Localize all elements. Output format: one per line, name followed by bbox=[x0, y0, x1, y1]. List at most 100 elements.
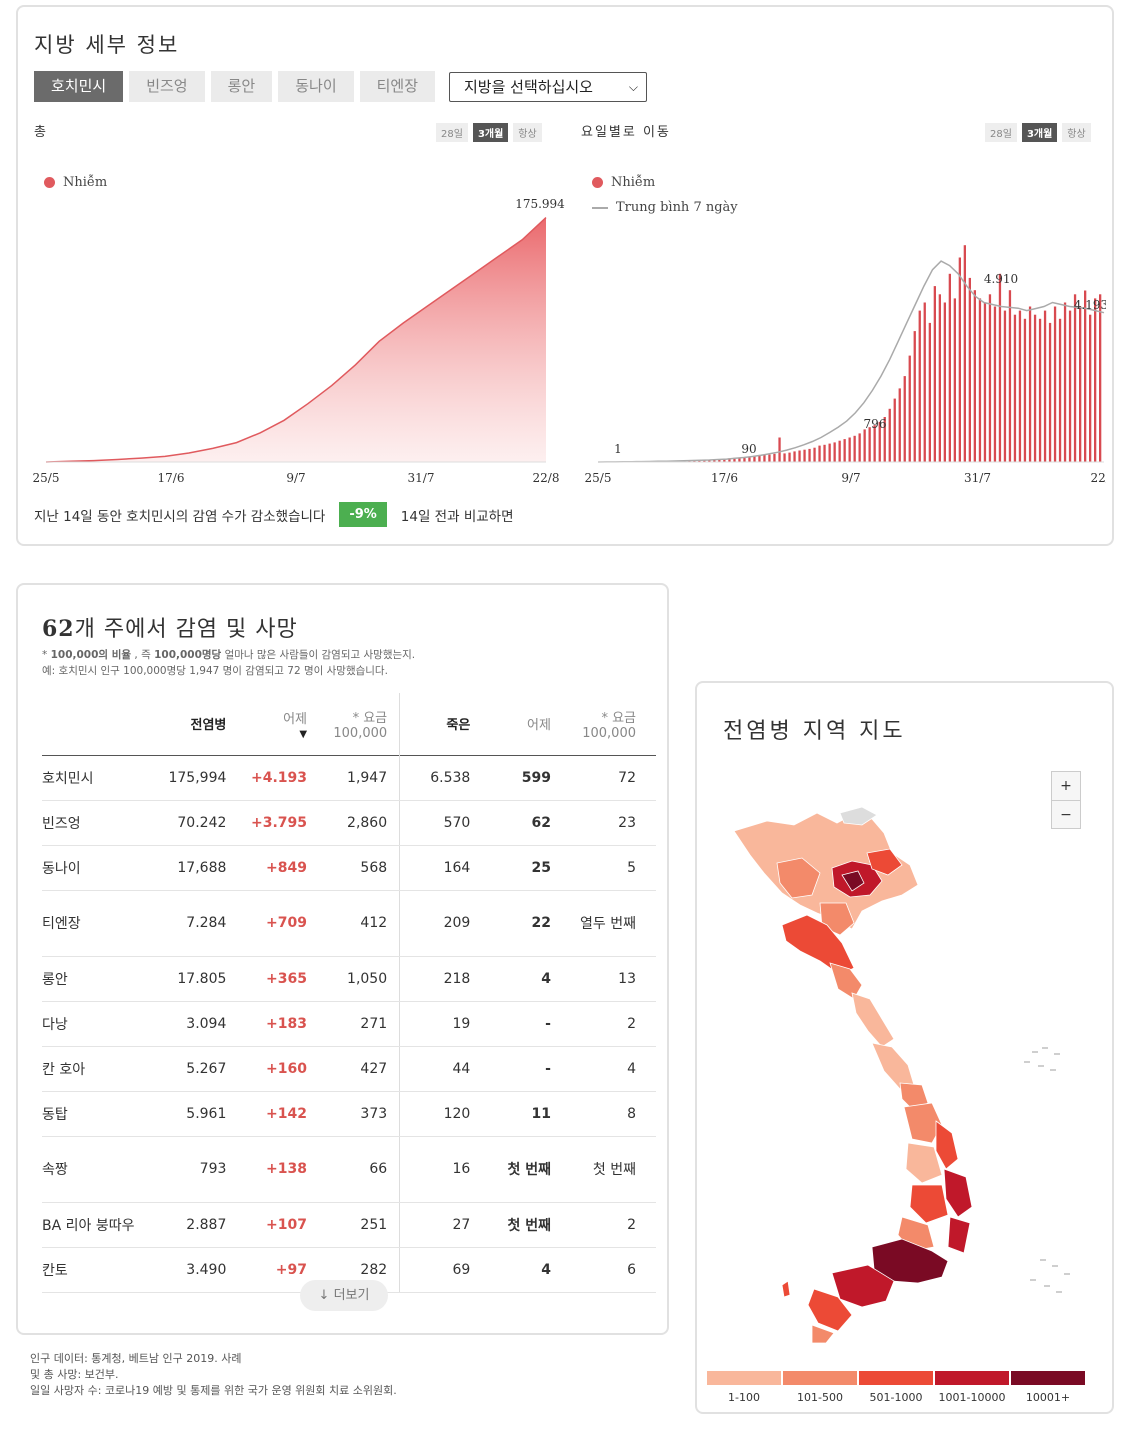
col-cases[interactable]: 전염병 bbox=[190, 718, 227, 734]
daily-bar bbox=[953, 298, 956, 462]
province-select[interactable]: 지방을 선택하십시오 ⌵ bbox=[449, 72, 647, 102]
daily-bar bbox=[943, 302, 946, 462]
table-row[interactable]: BA 리아 붕따우 2.887 +107 251 27 첫 번째 2 bbox=[42, 1202, 656, 1248]
table-row[interactable]: 호치민시 175,994 +4.193 1,947 6.538 599 72 bbox=[42, 755, 656, 801]
tab-dong-nai[interactable]: 동나이 bbox=[278, 71, 354, 102]
total-area-chart: 25/5 17/6 9/7 31/7 22/8 175.994 bbox=[33, 197, 566, 485]
daily-bar bbox=[1058, 318, 1062, 462]
daily-bar bbox=[948, 273, 951, 462]
daily-bar bbox=[973, 290, 976, 462]
death-rate-cell: 2 bbox=[562, 1001, 656, 1047]
range-all-button[interactable]: 항상 bbox=[1062, 123, 1091, 142]
legend-swatch bbox=[707, 1371, 781, 1385]
table-row[interactable]: 동탑 5.961 +142 373 120 11 8 bbox=[42, 1091, 656, 1137]
avg-line bbox=[597, 260, 1105, 463]
trend-summary: 지난 14일 동안 호치민시의 감염 수가 감소했습니다 -9% 14일 전과 … bbox=[34, 502, 514, 527]
source-line-1: 인구 데이터: 통계청, 베트남 인구 2019. 사례 bbox=[30, 1352, 242, 1365]
daily-bar bbox=[1038, 318, 1042, 462]
province-select-label: 지방을 선택하십시오 bbox=[464, 78, 593, 96]
col-deaths[interactable]: 죽은 bbox=[446, 718, 471, 734]
spratly-islands bbox=[1030, 1259, 1070, 1293]
range-3m-button[interactable]: 3개월 bbox=[1021, 123, 1058, 142]
daily-bar bbox=[858, 433, 861, 462]
daily-bar bbox=[758, 455, 761, 462]
change-badge: -9% bbox=[339, 502, 387, 527]
daily-bar bbox=[923, 302, 926, 462]
table-row[interactable]: 칸 호아 5.267 +160 427 44-4 bbox=[42, 1046, 656, 1092]
legend-segment: 10001+ bbox=[1011, 1371, 1085, 1404]
zoom-in-button[interactable]: + bbox=[1060, 778, 1072, 794]
cases-cell: 2.887 bbox=[155, 1202, 239, 1248]
legend-swatch bbox=[783, 1371, 857, 1385]
cases-yesterday-cell: +160 bbox=[238, 1046, 320, 1092]
table-row[interactable]: 동나이 17,688 +849 568 164 25 5 bbox=[42, 845, 656, 891]
death-rate-cell: 6 bbox=[562, 1247, 656, 1293]
zoom-out-button[interactable]: − bbox=[1052, 800, 1080, 828]
source-line-3: 일일 사망자 수: 코로나19 예방 및 통제를 위한 국가 운영 위원회 치료… bbox=[30, 1384, 397, 1397]
tab-tien-giang[interactable]: 티엔장 bbox=[359, 71, 436, 102]
daily-bar bbox=[783, 453, 786, 462]
legend-dot bbox=[44, 177, 55, 188]
range-all-button[interactable]: 항상 bbox=[513, 123, 542, 142]
cases-cell: 70.242 bbox=[155, 800, 239, 846]
annotation-label: 90 bbox=[741, 442, 756, 456]
rate-cell: 2,860 bbox=[319, 800, 401, 846]
cases-yesterday-cell: +183 bbox=[238, 1001, 320, 1047]
col-yesterday[interactable]: 어제 ▼ bbox=[238, 693, 319, 755]
death-rate-cell: 5 bbox=[562, 845, 656, 891]
daily-bar bbox=[908, 355, 911, 462]
daily-bar bbox=[763, 455, 766, 462]
col-d-rate-top: * 요금 bbox=[601, 710, 636, 726]
show-more-button[interactable]: ↓ 더보기 bbox=[300, 1280, 388, 1311]
legend-label: 10001+ bbox=[1025, 1391, 1071, 1404]
legend-label: 101-500 bbox=[797, 1391, 843, 1404]
death-rate-cell: 열두 번째 bbox=[562, 890, 656, 957]
province-table: 전염병 어제 ▼ * 요금 100,000 죽은 어제 * 요금 100,000 호치… bbox=[42, 693, 656, 1293]
daily-bar bbox=[1073, 294, 1077, 462]
annotation-label: 1 bbox=[614, 442, 622, 456]
daily-bar bbox=[843, 439, 846, 462]
cases-cell: 7.284 bbox=[155, 890, 239, 957]
cases-yesterday-cell: +142 bbox=[238, 1091, 320, 1137]
section-title: 지방 세부 정보 bbox=[34, 33, 180, 57]
range-28d-button[interactable]: 28일 bbox=[985, 123, 1017, 142]
table-row[interactable]: 롱안 17.805 +365 1,050 218 4 13 bbox=[42, 956, 656, 1002]
range-3m-button[interactable]: 3개월 bbox=[472, 123, 509, 142]
area-line bbox=[45, 217, 547, 463]
tab-binh-duong[interactable]: 빈즈엉 bbox=[129, 71, 205, 102]
table-row[interactable]: 다낭 3.094 +183 271 19-2 bbox=[42, 1001, 656, 1047]
cases-yesterday-cell: +3.795 bbox=[238, 800, 320, 846]
province-name: 빈즈엉 bbox=[42, 800, 156, 846]
x-tick-label: 9/7 bbox=[841, 471, 860, 485]
daily-bar bbox=[993, 306, 997, 462]
table-row[interactable]: 빈즈엉 70.242 +3.795 2,860 570 62 23 bbox=[42, 800, 656, 846]
col-rate-top: * 요금 bbox=[352, 710, 388, 726]
deaths-cell: 6.538 bbox=[399, 755, 483, 801]
table-row[interactable]: 속짱 793 +138 66 16 첫 번째 첫 번째 bbox=[42, 1136, 656, 1203]
table-title: 62개 주에서 감염 및 사망 bbox=[42, 611, 298, 643]
death-rate-cell: 4 bbox=[562, 1046, 656, 1092]
col-rate[interactable]: * 요금 100,000 bbox=[319, 693, 401, 755]
deaths-cell: 16 bbox=[399, 1136, 483, 1203]
col-d-yesterday[interactable]: 어제 bbox=[527, 718, 551, 734]
cases-cell: 3.490 bbox=[155, 1247, 239, 1293]
note-rest: 얼마나 많은 사람들이 감염되고 사망했는지. bbox=[221, 649, 416, 661]
table-row[interactable]: 티엔장 7.284 +709 412 209 22 열두 번째 bbox=[42, 890, 656, 957]
province-name: 칸토 bbox=[42, 1247, 156, 1293]
legend-segment: 501-1000 bbox=[859, 1371, 933, 1404]
vietnam-choropleth-map[interactable] bbox=[722, 803, 1112, 1343]
daily-bar bbox=[718, 459, 721, 462]
daily-bar bbox=[893, 398, 896, 462]
summary-tail: 14일 전과 비교하면 bbox=[400, 508, 514, 525]
daily-bar bbox=[838, 440, 841, 462]
daily-bar bbox=[968, 277, 971, 462]
cases-cell: 5.267 bbox=[155, 1046, 239, 1092]
daily-bar bbox=[873, 425, 876, 462]
tab-long-an[interactable]: 롱안 bbox=[210, 71, 273, 102]
range-28d-button[interactable]: 28일 bbox=[436, 123, 468, 142]
province-name: 동탑 bbox=[42, 1091, 156, 1137]
col-d-rate[interactable]: * 요금 100,000 bbox=[563, 693, 656, 755]
tab-hcmc[interactable]: 호치민시 bbox=[34, 71, 124, 102]
legend-avg: Trung bình 7 ngày bbox=[616, 200, 738, 215]
deaths-yesterday-cell: 첫 번째 bbox=[482, 1136, 563, 1203]
